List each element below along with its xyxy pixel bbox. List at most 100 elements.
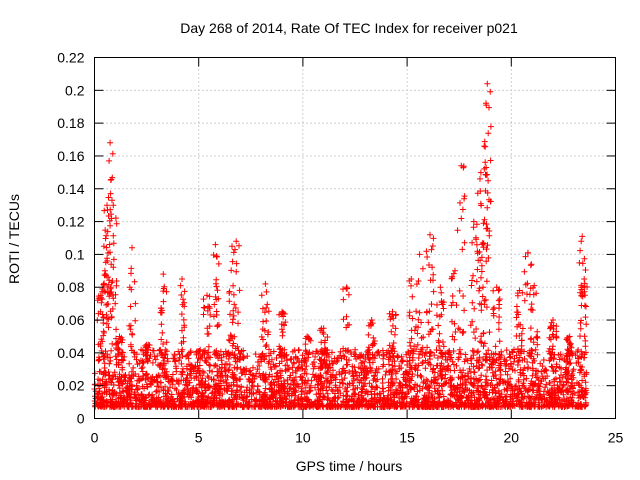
data-point: [305, 377, 312, 384]
data-point: [112, 300, 119, 307]
data-point: [105, 301, 112, 307]
data-point: [185, 394, 192, 400]
data-point: [197, 372, 204, 379]
data-point: [307, 337, 314, 344]
data-point: [445, 362, 452, 369]
data-point: [550, 368, 557, 374]
data-point: [223, 387, 230, 394]
data-point: [509, 387, 516, 394]
data-point: [501, 358, 508, 365]
data-point: [411, 386, 418, 392]
data-point: [524, 280, 531, 287]
data-point: [487, 198, 494, 205]
data-point: [322, 337, 329, 344]
data-point: [408, 335, 415, 342]
data-point: [376, 352, 383, 359]
data-point: [254, 366, 261, 373]
data-point: [160, 354, 167, 361]
data-point: [417, 372, 424, 379]
data-point: [526, 386, 533, 393]
data-point: [343, 356, 350, 363]
data-point: [181, 288, 188, 295]
data-point: [206, 397, 213, 404]
data-point: [133, 356, 140, 363]
data-point: [178, 360, 185, 367]
data-point: [264, 301, 271, 308]
data-point: [534, 351, 541, 358]
data-point: [390, 399, 397, 406]
data-point: [532, 371, 539, 377]
data-point: [92, 395, 99, 402]
data-point: [482, 143, 489, 150]
data-point: [478, 372, 485, 379]
data-point: [366, 380, 373, 387]
data-point: [204, 384, 211, 391]
data-point: [323, 375, 329, 382]
data-point: [342, 393, 349, 400]
data-point: [496, 305, 502, 312]
data-point: [268, 366, 275, 373]
data-point: [229, 258, 236, 265]
data-point: [478, 339, 485, 346]
data-point: [129, 331, 136, 338]
data-point: [109, 387, 116, 394]
data-point: [183, 353, 190, 360]
data-point: [298, 373, 304, 380]
data-point: [480, 356, 487, 362]
data-point: [101, 369, 108, 376]
data-point: [512, 367, 518, 374]
data-point: [199, 394, 206, 400]
data-point: [107, 357, 114, 364]
data-point: [521, 385, 528, 392]
data-point: [109, 292, 116, 298]
data-point: [579, 377, 586, 384]
data-point: [149, 401, 156, 408]
data-point: [336, 384, 343, 391]
x-tick-label: 0: [91, 430, 99, 446]
data-point: [223, 353, 230, 360]
data-point: [452, 393, 458, 400]
data-point: [535, 403, 541, 410]
data-point: [528, 399, 535, 406]
data-point: [507, 375, 514, 382]
data-point: [556, 364, 563, 371]
data-point: [467, 392, 474, 399]
data-point: [488, 377, 495, 384]
data-point: [276, 346, 283, 353]
data-point: [495, 297, 502, 304]
data-point: [271, 403, 278, 410]
data-point: [174, 378, 181, 385]
data-point: [427, 361, 434, 368]
data-point: [261, 356, 268, 363]
data-point: [380, 403, 387, 410]
plot-frame: [94, 57, 616, 419]
data-point: [236, 287, 243, 294]
data-point: [168, 391, 175, 398]
data-point: [550, 356, 557, 363]
data-point: [531, 282, 538, 289]
data-point: [507, 353, 514, 360]
data-point: [210, 376, 217, 383]
data-point: [479, 239, 486, 246]
data-point: [511, 355, 518, 362]
data-point: [351, 364, 358, 371]
data-point: [231, 375, 238, 382]
data-point: [515, 390, 522, 397]
data-point: [413, 396, 420, 403]
data-point: [256, 389, 263, 396]
data-point: [236, 350, 243, 357]
data-point: [159, 366, 166, 373]
data-point: [509, 349, 516, 356]
data-point: [549, 349, 556, 356]
data-point: [351, 391, 358, 398]
data-point: [406, 360, 413, 367]
data-point: [444, 402, 451, 409]
data-point: [275, 381, 282, 388]
data-point: [380, 355, 387, 362]
data-point: [179, 276, 185, 282]
data-point: [127, 393, 134, 400]
data-point: [422, 380, 429, 387]
data-point: [555, 385, 562, 392]
data-point: [575, 359, 582, 366]
data-point: [437, 284, 444, 291]
